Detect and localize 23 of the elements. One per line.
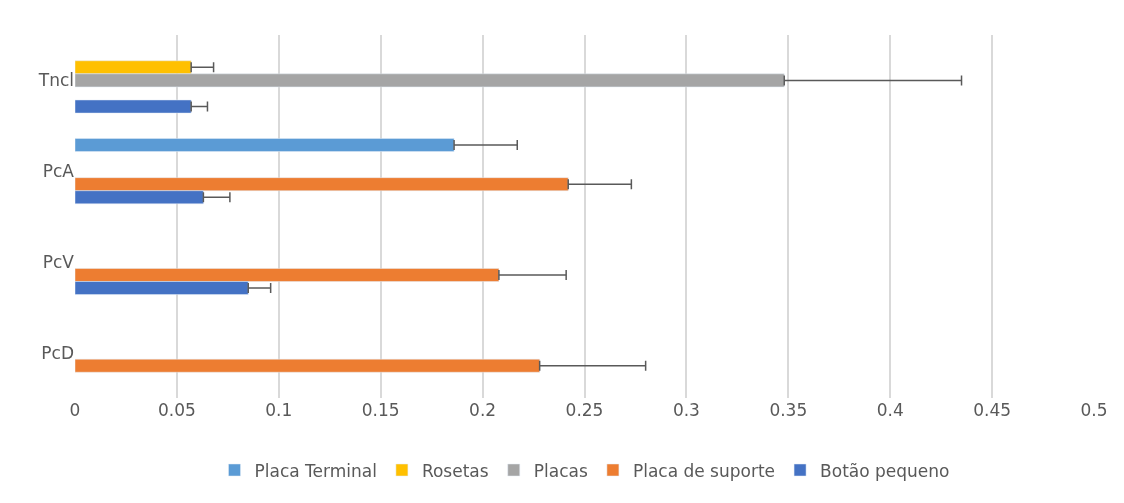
x-tick-label: 0.3 <box>672 400 700 420</box>
y-tick-label: PcA <box>42 161 75 182</box>
x-tick-label: 0.4 <box>876 400 904 420</box>
bar <box>75 358 540 373</box>
x-tick-label: 0 <box>69 400 81 420</box>
y-tick-label: PcV <box>42 251 75 272</box>
y-tick-label: PcD <box>41 342 74 363</box>
x-tick-label: 0.5 <box>1080 400 1108 420</box>
x-tick-label: 0.05 <box>157 400 196 420</box>
bar <box>75 99 192 114</box>
x-tick-label: 0.15 <box>361 400 400 420</box>
bar <box>75 138 455 152</box>
x-tick-label: 0.2 <box>469 400 497 420</box>
legend-label: Rosetas <box>421 460 489 481</box>
x-tick-label: 0.25 <box>565 400 604 420</box>
x-tick-label: 0.1 <box>265 400 293 420</box>
legend-label: Placas <box>533 460 588 481</box>
x-tick-label: 0.35 <box>769 400 808 420</box>
legend-label: Botão pequeno <box>820 460 950 481</box>
y-tick-label: Tncl <box>37 70 74 91</box>
legend-label: Placa Terminal <box>254 460 377 481</box>
x-tick-label: 0.45 <box>973 400 1012 420</box>
legend-label: Placa de suporte <box>632 460 776 481</box>
